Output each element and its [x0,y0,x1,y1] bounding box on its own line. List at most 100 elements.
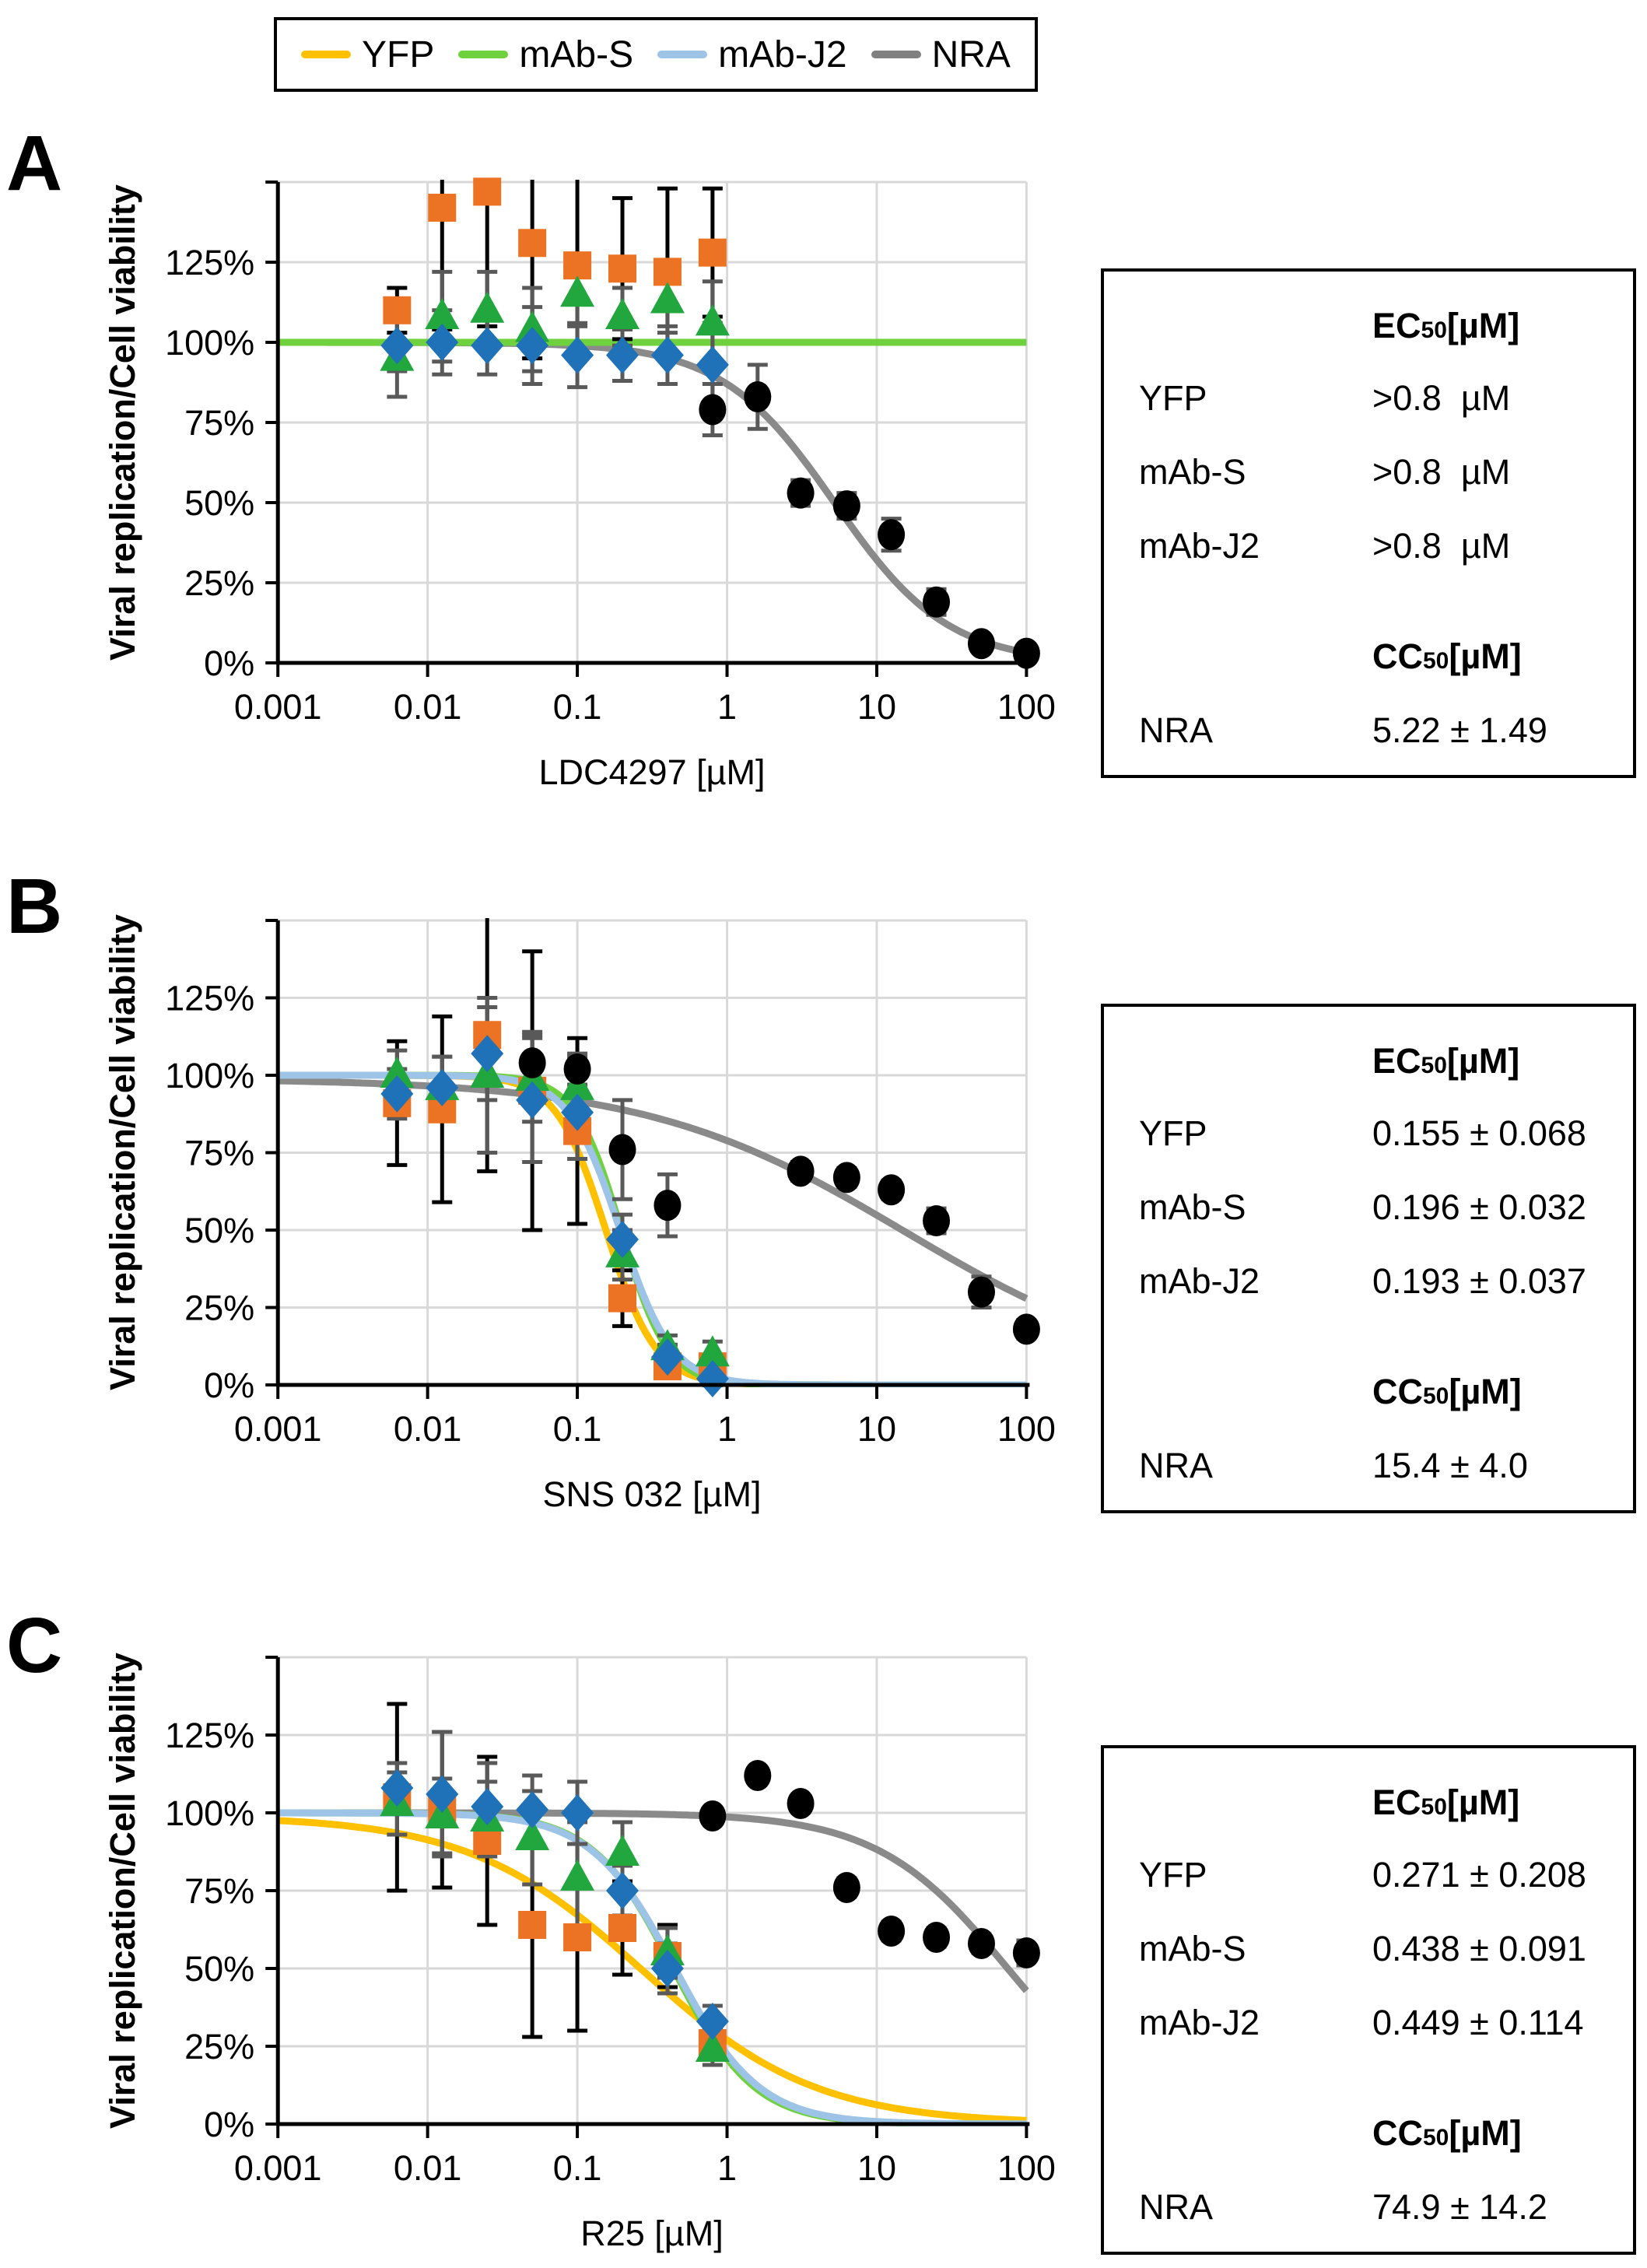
panel-C-series-NRA [699,1760,1040,1968]
row-value: 0.196 ± 0.032 [1372,1187,1586,1227]
svg-text:0%: 0% [204,643,254,683]
row-label: NRA [1139,1446,1214,1485]
panel-A-plot: 0% 25% 50% 75% 100% 125% 0.001 0.01 0.1 1 10 100 [165,177,1056,727]
legend-item-mab-s: mAb-S [458,33,633,76]
row-value: >0.8 µM [1372,451,1511,492]
ec50-header: EC 50 [µM] [1372,1783,1520,1822]
row-label: mAb-S [1139,1187,1246,1227]
legend-label: YFP [362,33,435,75]
table-spacer [1139,1318,1625,1357]
svg-text:0.001: 0.001 [234,1409,322,1449]
legend: YFP mAb-S mAb-J2 NRA [274,17,1038,92]
svg-text:0.001: 0.001 [234,687,322,727]
svg-text:0.01: 0.01 [394,687,462,727]
yfp-line-swatch [301,51,352,58]
panel-C-curve-YFP-fit [277,1817,1027,2124]
svg-text:0.1: 0.1 [553,687,602,727]
svg-text:100: 100 [997,687,1056,727]
panel-b-y-axis-title: Viral replication/Cell viability [103,914,142,1390]
row-label: mAb-S [1139,451,1246,492]
table-spacer [1139,2059,1625,2098]
legend-label: NRA [931,33,1011,75]
mab-j2-line-swatch [657,51,708,58]
svg-text:50%: 50% [184,1211,254,1250]
svg-text:100%: 100% [165,1793,254,1833]
row-label: mAb-J2 [1139,2002,1260,2042]
svg-text:50%: 50% [184,1949,254,1989]
svg-text:125%: 125% [165,1716,254,1755]
svg-text:125%: 125% [165,979,254,1018]
svg-text:1: 1 [717,2148,737,2188]
row-label: mAb-J2 [1139,525,1260,566]
panel-a-x-axis-title: LDC4297 [µM] [538,752,766,792]
panel-B-axes [265,919,1030,1399]
row-value: 0.449 ± 0.114 [1372,2002,1584,2042]
panel-B-series-NRA [518,1047,1040,1345]
row-label: mAb-J2 [1139,1260,1260,1301]
panel-A-tick-labels: 0% 25% 50% 75% 100% 125% 0.001 0.01 0.1 1 10 100 [165,243,1056,727]
panel-c-y-axis-title: Viral replication/Cell viability [103,1653,142,2129]
svg-text:0%: 0% [204,1365,254,1405]
svg-text:0.1: 0.1 [553,1409,602,1449]
panel-C-plot: 0% 25% 50% 75% 100% 125% 0.001 0.01 0.1 1 10 100 [165,1656,1056,2188]
panel-B-tick-labels: 0% 25% 50% 75% 100% 125% 0.001 0.01 0.1 1 10 100 [165,979,1056,1449]
svg-text:125%: 125% [165,243,254,282]
svg-text:100: 100 [997,1409,1056,1449]
svg-text:1: 1 [717,1409,737,1449]
panel-A-axes [265,181,1030,677]
svg-text:0.001: 0.001 [234,2148,322,2188]
panel-A-series-mAb-S [380,275,730,371]
svg-text:25%: 25% [184,563,254,603]
row-value: 0.271 ± 0.208 [1372,1854,1586,1895]
legend-label: mAb-S [519,33,634,75]
panel-A-series-NRA [699,381,1040,669]
legend-item-yfp: YFP [301,33,434,76]
panel-B-errorbars-NRA [522,1029,1029,1341]
panel-C-series-mAb-J2 [380,1769,729,2040]
svg-text:10: 10 [857,1409,896,1449]
panel-A-series-YFP [383,177,727,324]
svg-text:100%: 100% [165,1056,254,1095]
cc50-header: CC 50 [µM] [1372,2113,1522,2153]
panel-C-axes [265,1656,1030,2138]
row-value: 15.4 ± 4.0 [1372,1446,1528,1485]
svg-text:50%: 50% [184,483,254,523]
row-label: NRA [1139,2187,1214,2227]
row-value: 0.438 ± 0.091 [1372,1928,1586,1968]
nra-line-swatch [871,51,921,58]
cc50-header: CC 50 [µM] [1372,1372,1522,1411]
legend-item-mab-j2: mAb-J2 [657,33,847,76]
row-value: >0.8 µM [1372,525,1511,566]
cc50-header: CC 50 [µM] [1372,636,1522,676]
panel-b-results-table: EC 50 [µM] YFP 0.155 ± 0.068 mAb-S 0.196 … [1101,1004,1636,1513]
row-label: mAb-S [1139,1928,1246,1968]
panel-B-series-mAb-J2 [380,1035,729,1398]
gridlines [278,181,1028,663]
svg-text:0.01: 0.01 [394,2148,462,2188]
panel-B-errorbars-YFP [387,918,723,1378]
svg-text:75%: 75% [184,1871,254,1911]
panel-b-x-axis-title: SNS 032 [µM] [542,1474,762,1514]
row-label: YFP [1139,1854,1207,1895]
panel-c-x-axis-title: R25 [µM] [580,2214,724,2253]
row-value: 74.9 ± 14.2 [1372,2187,1547,2227]
panel-C-tick-labels: 0% 25% 50% 75% 100% 125% 0.001 0.01 0.1 1 10 100 [165,1716,1056,2188]
ec50-header: EC 50 [µM] [1372,1041,1520,1081]
row-label: YFP [1139,1113,1207,1153]
svg-text:10: 10 [857,2148,896,2188]
legend-label: mAb-J2 [718,33,847,75]
panel-b-letter: B [6,863,63,950]
ec50-header: EC 50 [µM] [1372,306,1520,345]
legend-item-nra: NRA [871,33,1011,76]
panel-B-plot: 0% 25% 50% 75% 100% 125% 0.001 0.01 0.1 1 10 100 [165,918,1056,1449]
svg-text:25%: 25% [184,2027,254,2066]
panel-a-results-table: EC 50 [µM] YFP >0.8 µM mAb-S >0.8 µM mAb-… [1101,268,1636,778]
row-value: 5.22 ± 1.49 [1372,710,1547,750]
row-value: >0.8 µM [1372,377,1511,418]
svg-text:100%: 100% [165,323,254,363]
svg-text:10: 10 [857,687,896,727]
svg-text:100: 100 [997,2148,1056,2188]
row-label: YFP [1139,377,1207,418]
